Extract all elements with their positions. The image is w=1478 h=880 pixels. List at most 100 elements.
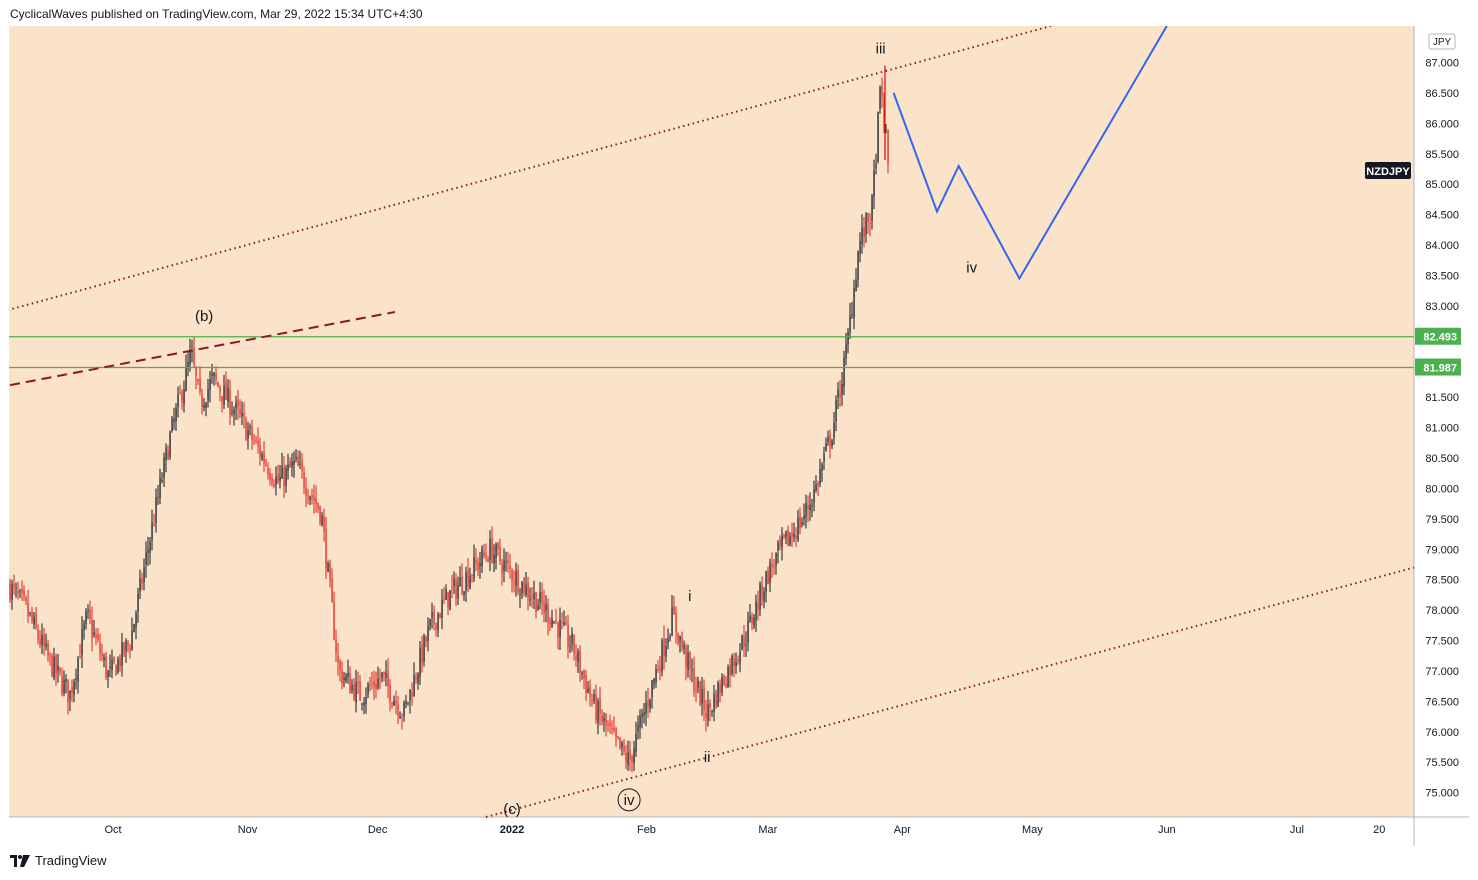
candle-down — [397, 703, 399, 716]
level-price-badge[interactable] — [1415, 358, 1461, 376]
candle-up — [731, 656, 733, 674]
tradingview-brand[interactable]: TradingView — [35, 853, 107, 868]
candle-up — [641, 713, 643, 718]
candle-up — [553, 621, 555, 623]
candle-up — [563, 621, 565, 625]
candle-down — [313, 496, 315, 501]
lower-channel-line[interactable] — [485, 566, 1415, 818]
candle-up — [45, 643, 47, 648]
candle-down — [607, 724, 609, 727]
candle-down — [631, 755, 633, 762]
candle-up — [365, 696, 367, 704]
candle-up — [159, 477, 161, 499]
candle-up — [533, 592, 535, 600]
candle-up — [299, 463, 301, 465]
candle-up — [41, 634, 43, 646]
time-axis-background[interactable] — [9, 817, 1469, 846]
candle-down — [115, 665, 117, 676]
candle-up — [877, 112, 879, 162]
candle-up — [29, 612, 31, 614]
candle-down — [319, 506, 321, 523]
candle-down — [263, 452, 265, 464]
candle-down — [141, 578, 143, 584]
forecast-path[interactable] — [892, 25, 1168, 281]
candle-down — [391, 702, 393, 705]
candle-down — [773, 565, 775, 568]
candle-down — [371, 683, 373, 685]
currency-box[interactable] — [1428, 33, 1456, 50]
candle-up — [515, 571, 517, 586]
price-tick-label: 83.500 — [1425, 270, 1459, 282]
candle-down — [375, 683, 377, 689]
chart-frame[interactable]: (b) (c) iv i ii iii iv 75.000 75.500 76.000 76.50… — [0, 0, 1469, 846]
candle-down — [229, 390, 231, 415]
tradingview-logo-icon[interactable] — [10, 854, 30, 867]
candle-down — [557, 622, 559, 638]
candle-up — [83, 623, 85, 631]
candle-down — [517, 569, 519, 593]
currency-label: JPY — [1433, 37, 1452, 48]
candle-up — [449, 590, 451, 610]
candle-up — [721, 676, 723, 693]
candle-down — [461, 576, 463, 593]
candle-down — [193, 348, 195, 365]
level-price-badge[interactable] — [1415, 327, 1461, 345]
price-axis-background[interactable] — [1414, 26, 1469, 817]
candle-down — [751, 616, 753, 624]
candle-down — [13, 583, 15, 587]
candle-down — [499, 547, 501, 562]
candle-up — [459, 577, 461, 587]
candle-down — [325, 529, 327, 569]
candle-up — [637, 724, 639, 732]
candle-up — [11, 584, 13, 600]
candle-up — [801, 522, 803, 525]
candle-down — [435, 622, 437, 630]
candle-down — [251, 426, 253, 440]
candle-down — [333, 601, 335, 640]
price-tick-label: 77.500 — [1425, 636, 1459, 648]
candle-down — [867, 213, 869, 223]
candle-down — [23, 590, 25, 597]
candle-down — [273, 484, 275, 486]
candle-up — [171, 418, 173, 432]
candle-up — [363, 701, 365, 706]
candle-down — [699, 681, 701, 706]
candle-down — [507, 560, 509, 564]
candle-up — [797, 517, 799, 540]
candle-up — [651, 680, 653, 697]
candle-up — [131, 630, 133, 650]
candle-down — [277, 473, 279, 483]
candle-up — [207, 388, 209, 401]
candle-down — [265, 464, 267, 466]
candle-down — [477, 561, 479, 570]
candle-up — [781, 535, 783, 548]
symbol-badge[interactable] — [1365, 162, 1411, 179]
candle-down — [675, 612, 677, 632]
candle-down — [555, 619, 557, 622]
candle-down — [787, 529, 789, 546]
candle-down — [317, 503, 319, 510]
candle-down — [433, 610, 435, 624]
candle-down — [729, 665, 731, 676]
candle-down — [401, 715, 403, 717]
candle-down — [585, 675, 587, 693]
candle-up — [873, 170, 875, 197]
wave-label: (c) — [503, 801, 521, 818]
candle-up — [813, 489, 815, 503]
candle-down — [509, 565, 511, 570]
candle-down — [267, 468, 269, 475]
candle-up — [19, 590, 21, 592]
candle-down — [283, 467, 285, 487]
candle-up — [759, 583, 761, 610]
candle-down — [693, 667, 695, 692]
candle-up — [437, 613, 439, 631]
candle-down — [411, 692, 413, 697]
candle-up — [441, 599, 443, 618]
candle-down — [829, 434, 831, 447]
candle-up — [407, 702, 409, 704]
candle-up — [847, 331, 849, 345]
candle-up — [597, 701, 599, 723]
dashed-trend-line[interactable] — [0, 310, 396, 391]
candle-down — [619, 737, 621, 748]
